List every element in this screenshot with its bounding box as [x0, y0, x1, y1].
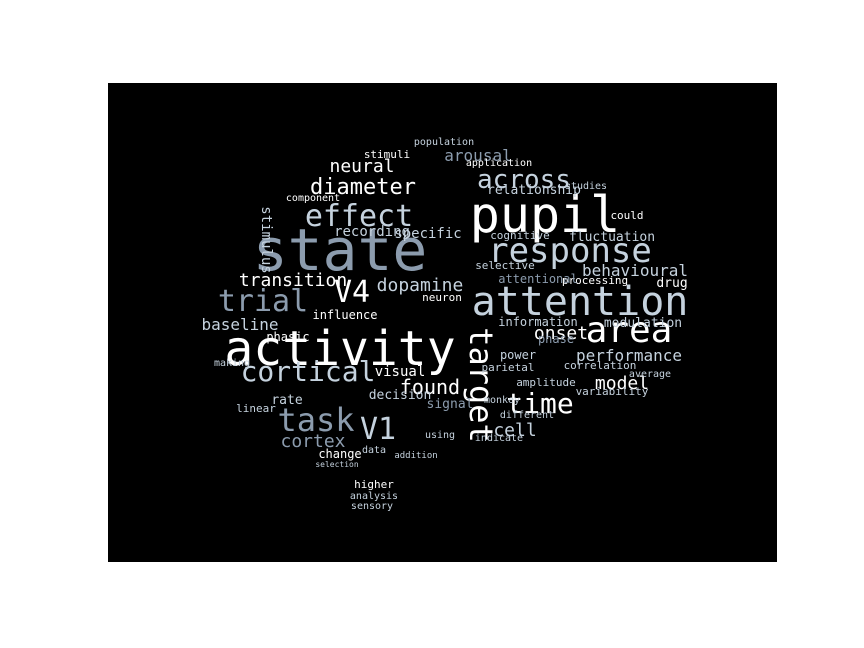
word: parietal — [482, 361, 535, 374]
word: task — [277, 401, 354, 439]
word: onset — [534, 323, 588, 344]
word: phasic — [266, 330, 309, 344]
word: pupil — [470, 186, 621, 244]
word: visual — [375, 364, 426, 380]
word: amplitude — [516, 376, 576, 389]
word: indicate — [475, 433, 523, 444]
word: variability — [576, 385, 649, 398]
word: relationship — [487, 183, 581, 198]
word: application — [466, 158, 532, 169]
word: recording — [334, 224, 410, 240]
word: average — [629, 369, 671, 380]
word: cortical — [241, 355, 376, 388]
word: V4 — [334, 275, 370, 310]
word: area — [586, 310, 673, 351]
word: modulation — [604, 316, 682, 331]
word: studies — [565, 181, 607, 192]
word: monkey — [484, 395, 520, 406]
word: sensory — [351, 501, 393, 512]
word: decision — [369, 388, 432, 403]
word: dopamine — [377, 275, 464, 296]
word: phase — [538, 332, 574, 346]
word: found — [400, 375, 460, 399]
word: analysis — [350, 491, 398, 502]
word: could — [610, 209, 643, 222]
word: using — [425, 430, 455, 441]
word: diameter — [310, 175, 416, 200]
word: influence — [312, 308, 377, 322]
word: data — [362, 445, 386, 456]
word: time — [506, 387, 573, 420]
word: across — [477, 165, 571, 195]
word: power — [500, 348, 536, 362]
word: response — [488, 231, 652, 271]
word: rate — [271, 393, 302, 408]
word: linear — [236, 402, 276, 415]
word: behavioural — [582, 261, 688, 280]
word: cortex — [280, 431, 345, 452]
word: performance — [576, 346, 682, 365]
word: fluctuation — [569, 230, 655, 245]
word: selective — [475, 259, 535, 272]
word: V1 — [360, 412, 396, 447]
word: information — [498, 315, 577, 329]
word: cell — [493, 420, 536, 441]
word: activity — [224, 321, 455, 377]
word: addition — [394, 451, 437, 461]
word: target — [462, 327, 500, 443]
word: change — [318, 447, 361, 461]
word: model — [595, 373, 649, 394]
word: selection — [315, 460, 359, 469]
word: population — [414, 137, 474, 148]
word: different — [500, 410, 554, 421]
word: transition — [239, 270, 347, 291]
word: state — [253, 216, 428, 284]
word: component — [286, 193, 340, 204]
word: stimuli — [364, 148, 410, 161]
cloud-background — [108, 83, 777, 562]
word: correlation — [564, 359, 637, 372]
word: neuron — [422, 291, 462, 304]
word: effect — [305, 199, 413, 234]
word: trial — [218, 284, 308, 319]
word: specific — [394, 226, 461, 242]
word: drug — [656, 276, 687, 291]
word: making — [214, 358, 250, 369]
word: stimulus — [258, 206, 274, 273]
word: attentional — [498, 272, 577, 286]
word: signal — [427, 397, 474, 412]
word: attention — [472, 279, 689, 325]
word: cognitive — [490, 229, 550, 242]
word: neural — [329, 156, 394, 177]
word: processing — [562, 274, 628, 287]
word: higher — [354, 478, 394, 491]
word: baseline — [201, 315, 278, 334]
word: arousal — [444, 146, 511, 165]
